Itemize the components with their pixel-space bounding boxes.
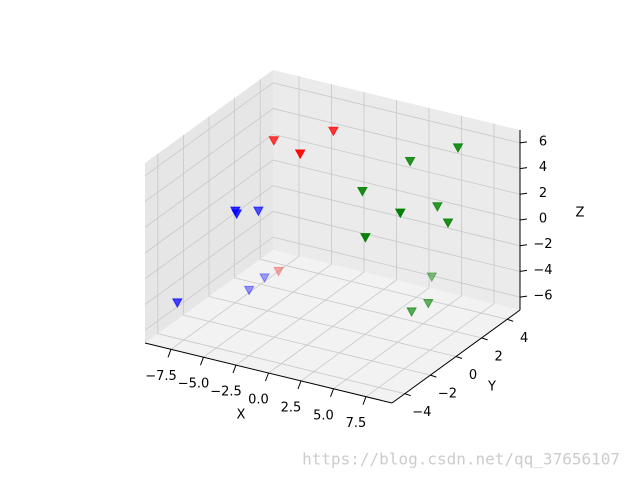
tick-mark (519, 167, 528, 170)
tick-mark (362, 396, 367, 405)
tick-mark (519, 244, 528, 247)
x-tick-label: −7.5 (145, 369, 177, 384)
marker (426, 272, 438, 283)
marker (243, 285, 255, 296)
grid-line (144, 82, 274, 177)
z-tick-label: 0 (539, 212, 547, 227)
watermark: https://blog.csdn.net/qq_37656107 (302, 450, 620, 469)
tick-mark (330, 388, 334, 397)
marker (452, 143, 464, 154)
tick-mark (232, 364, 237, 374)
grid-line (144, 211, 274, 305)
marker (432, 202, 443, 212)
marker (406, 307, 417, 317)
tick-mark (265, 372, 269, 382)
x-tick-label: −5.0 (178, 377, 210, 392)
y-axis-label: Y (487, 380, 496, 395)
z-axis-label: Z (576, 206, 585, 221)
z-tick-label: −6 (533, 289, 552, 304)
tick-mark (297, 380, 302, 390)
marker (294, 149, 306, 160)
marker (394, 208, 406, 219)
x-tick-label: 2.5 (281, 400, 302, 415)
marker (273, 266, 284, 277)
marker (259, 273, 270, 283)
marker (268, 136, 280, 146)
marker (253, 206, 264, 217)
z-tick-label: 2 (539, 186, 547, 201)
grid-line (260, 258, 508, 320)
grid-line (272, 236, 521, 298)
grid-line (208, 296, 457, 357)
marker (328, 126, 339, 137)
marker (357, 186, 368, 197)
x-tick-label: 5.0 (313, 408, 334, 423)
grid-line (183, 314, 431, 376)
x-tick-label: 7.5 (346, 416, 367, 431)
tick-mark (430, 374, 437, 378)
z-tick-label: 4 (539, 160, 547, 175)
marker (230, 206, 241, 217)
tick-mark (200, 357, 204, 366)
y-tick-label: −2 (438, 387, 457, 402)
grid-line (272, 185, 521, 247)
grid-line (144, 133, 274, 228)
z-tick-label: 6 (539, 134, 547, 149)
grid-line (272, 159, 521, 221)
x-tick-label: −2.5 (210, 385, 242, 400)
marker (422, 298, 434, 309)
tick-mark (167, 349, 172, 358)
tick-mark (519, 141, 528, 144)
grid-line (144, 108, 274, 202)
grid-line (144, 185, 274, 280)
tick-mark (481, 337, 488, 341)
y-tick-label: −4 (412, 405, 431, 420)
marker (442, 218, 454, 229)
z-tick-label: −4 (533, 263, 552, 278)
grid-line (272, 211, 521, 272)
grid-line (144, 236, 274, 331)
tick-mark (507, 318, 514, 322)
marker (171, 298, 183, 308)
grid-line (144, 159, 274, 254)
marker (404, 157, 416, 167)
y-tick-label: 2 (494, 349, 502, 364)
x-axis (144, 342, 393, 404)
tick-mark (519, 269, 528, 272)
tick-mark (519, 192, 528, 195)
grid-line (272, 133, 521, 195)
tick-mark (519, 218, 528, 221)
y-tick-label: 4 (520, 331, 528, 346)
grid-line (234, 277, 482, 339)
y-tick-label: 0 (469, 368, 477, 383)
tick-mark (404, 393, 411, 397)
y-axis (391, 309, 521, 404)
x-axis-label: X (237, 408, 246, 423)
x-tick-label: 0.0 (248, 393, 269, 408)
grid-line (272, 108, 521, 169)
tick-mark (455, 356, 463, 359)
grid-line (157, 333, 405, 395)
z-tick-label: −2 (533, 237, 552, 252)
tick-mark (519, 295, 528, 298)
marker (360, 233, 371, 243)
grid-line (272, 82, 521, 144)
